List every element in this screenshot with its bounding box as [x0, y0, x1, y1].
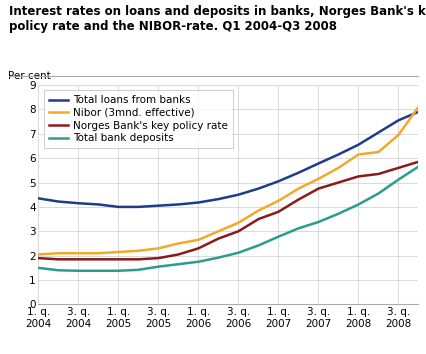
Total bank deposits [36, 266, 41, 270]
Nibor (3mnd. effective) [375, 150, 380, 154]
Nibor (3mnd. effective) [235, 221, 240, 225]
Norges Bank's key policy rate [56, 257, 61, 262]
Nibor (3mnd. effective) [216, 229, 221, 233]
Norges Bank's key policy rate [76, 257, 81, 262]
Total loans from banks [115, 205, 121, 209]
Norges Bank's key policy rate [115, 257, 121, 262]
Norges Bank's key policy rate [295, 198, 300, 202]
Nibor (3mnd. effective) [56, 251, 61, 255]
Total bank deposits [275, 234, 280, 239]
Norges Bank's key policy rate [155, 256, 161, 260]
Total loans from banks [76, 201, 81, 205]
Norges Bank's key policy rate [275, 210, 280, 214]
Nibor (3mnd. effective) [196, 238, 201, 242]
Norges Bank's key policy rate [36, 256, 41, 260]
Total bank deposits [56, 268, 61, 273]
Nibor (3mnd. effective) [36, 252, 41, 257]
Nibor (3mnd. effective) [115, 250, 121, 254]
Nibor (3mnd. effective) [275, 199, 280, 203]
Norges Bank's key policy rate [135, 257, 141, 262]
Total loans from banks [36, 196, 41, 200]
Total bank deposits [375, 192, 380, 196]
Norges Bank's key policy rate [335, 181, 340, 185]
Norges Bank's key policy rate [216, 236, 221, 241]
Norges Bank's key policy rate [196, 246, 201, 251]
Total bank deposits [315, 220, 320, 224]
Total loans from banks [155, 204, 161, 208]
Legend: Total loans from banks, Nibor (3mnd. effective), Norges Bank's key policy rate, : Total loans from banks, Nibor (3mnd. eff… [43, 90, 232, 148]
Norges Bank's key policy rate [176, 252, 181, 257]
Total loans from banks [176, 202, 181, 207]
Total loans from banks [235, 193, 240, 197]
Total loans from banks [375, 130, 380, 135]
Total loans from banks [295, 171, 300, 175]
Nibor (3mnd. effective) [315, 177, 320, 181]
Nibor (3mnd. effective) [76, 251, 81, 255]
Total bank deposits [255, 243, 260, 247]
Total bank deposits [115, 269, 121, 273]
Norges Bank's key policy rate [235, 229, 240, 233]
Total loans from banks [315, 161, 320, 166]
Nibor (3mnd. effective) [96, 251, 101, 255]
Total loans from banks [395, 118, 400, 122]
Total bank deposits [196, 259, 201, 264]
Total bank deposits [216, 256, 221, 260]
Norges Bank's key policy rate [375, 172, 380, 176]
Text: Interest rates on loans and deposits in banks, Norges Bank's key
policy rate and: Interest rates on loans and deposits in … [9, 5, 426, 33]
Nibor (3mnd. effective) [135, 249, 141, 253]
Norges Bank's key policy rate [395, 166, 400, 170]
Total bank deposits [135, 268, 141, 272]
Nibor (3mnd. effective) [335, 166, 340, 170]
Norges Bank's key policy rate [96, 257, 101, 262]
Line: Total loans from banks: Total loans from banks [38, 112, 417, 207]
Total loans from banks [335, 152, 340, 156]
Nibor (3mnd. effective) [415, 105, 420, 109]
Line: Norges Bank's key policy rate: Norges Bank's key policy rate [38, 162, 417, 259]
Total bank deposits [155, 264, 161, 269]
Line: Nibor (3mnd. effective): Nibor (3mnd. effective) [38, 107, 417, 255]
Total loans from banks [415, 110, 420, 114]
Total bank deposits [355, 202, 360, 207]
Y-axis label: Per cent: Per cent [8, 70, 51, 81]
Nibor (3mnd. effective) [255, 209, 260, 213]
Total bank deposits [295, 226, 300, 230]
Nibor (3mnd. effective) [395, 133, 400, 137]
Total loans from banks [96, 202, 101, 207]
Norges Bank's key policy rate [355, 174, 360, 178]
Norges Bank's key policy rate [415, 160, 420, 164]
Total loans from banks [255, 187, 260, 191]
Nibor (3mnd. effective) [176, 241, 181, 246]
Total loans from banks [56, 199, 61, 204]
Total loans from banks [196, 200, 201, 205]
Nibor (3mnd. effective) [355, 152, 360, 156]
Total bank deposits [395, 177, 400, 182]
Total bank deposits [415, 165, 420, 169]
Total loans from banks [275, 179, 280, 183]
Total bank deposits [76, 269, 81, 273]
Total loans from banks [355, 143, 360, 147]
Total bank deposits [96, 269, 101, 273]
Total loans from banks [135, 205, 141, 209]
Norges Bank's key policy rate [315, 187, 320, 191]
Total bank deposits [176, 262, 181, 266]
Nibor (3mnd. effective) [155, 246, 161, 251]
Nibor (3mnd. effective) [295, 187, 300, 191]
Total bank deposits [335, 212, 340, 216]
Norges Bank's key policy rate [255, 217, 260, 221]
Line: Total bank deposits: Total bank deposits [38, 167, 417, 271]
Total loans from banks [216, 197, 221, 201]
Total bank deposits [235, 251, 240, 255]
